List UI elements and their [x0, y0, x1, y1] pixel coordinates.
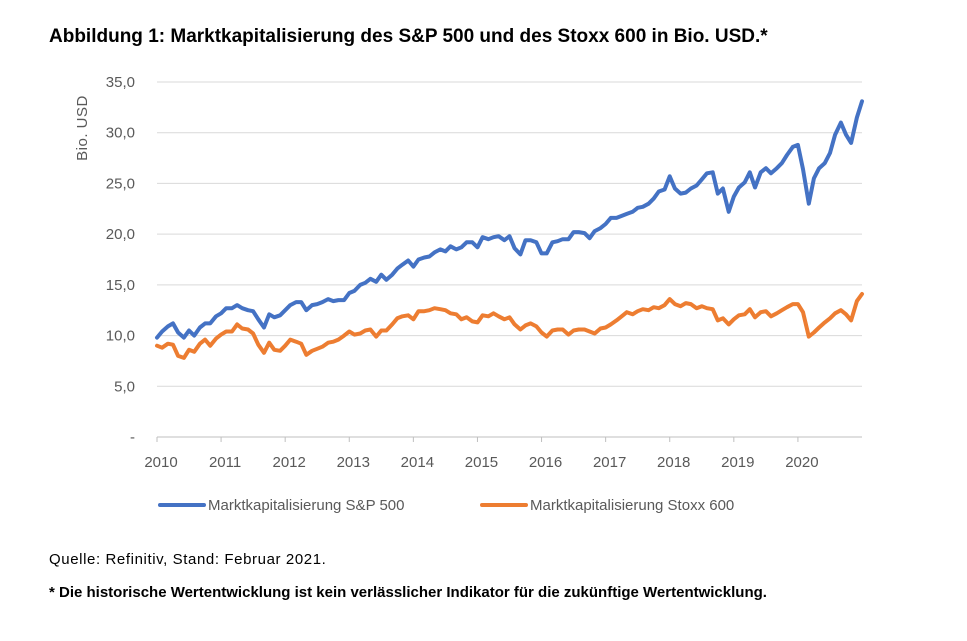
legend-label: Marktkapitalisierung S&P 500 — [208, 497, 405, 514]
series-lines — [155, 99, 864, 360]
x-tick-label: 2016 — [529, 454, 562, 471]
y-tick-label: 5,0 — [114, 378, 135, 395]
x-tick-label: 2011 — [209, 454, 241, 471]
y-axis-label: Bio. USD — [74, 95, 91, 161]
y-tick-label: - — [130, 429, 135, 446]
series-line-sp500 — [155, 99, 864, 340]
legend: Marktkapitalisierung S&P 500 Marktkapital… — [158, 497, 734, 514]
x-tick-label: 2020 — [785, 454, 818, 471]
legend-label: Marktkapitalisierung Stoxx 600 — [530, 497, 734, 514]
x-tick-label: 2013 — [337, 454, 370, 471]
y-tick-labels: - 5,0 10,0 15,0 20,0 25,0 30,0 35,0 — [106, 74, 135, 446]
chart: -5,010,015,020,025,030,035,0 2010 2011 201… — [74, 74, 864, 514]
x-tick-label: 2014 — [401, 454, 434, 471]
x-tick-label: 2012 — [272, 454, 305, 471]
x-tick-label: 2019 — [721, 454, 754, 471]
y-tick-label: 30,0 — [106, 125, 135, 142]
x-tick-label: 2015 — [465, 454, 498, 471]
gridlines — [157, 81, 862, 387]
x-tick-label: 2010 — [144, 454, 177, 471]
y-tick-label: 35,0 — [106, 74, 135, 91]
axes — [156, 436, 862, 442]
chart-title: Abbildung 1: Marktkapitalisierung des S&… — [49, 26, 768, 47]
series-line-stoxx600 — [155, 292, 864, 360]
y-tick-label: 20,0 — [106, 226, 135, 243]
x-tick-label: 2017 — [593, 454, 626, 471]
x-tick-label: 2018 — [657, 454, 690, 471]
disclaimer-note: * Die historische Wertentwicklung ist ke… — [49, 584, 767, 601]
source-note: Quelle: Refinitiv, Stand: Februar 2021. — [49, 551, 327, 568]
x-tick-labels: 2010 2011 2012 2013 2014 2015 2016 2017 2018 2019… — [144, 454, 818, 471]
y-tick-label: 15,0 — [106, 277, 135, 294]
y-tick-label: 25,0 — [106, 175, 135, 192]
y-tick-label: 10,0 — [106, 328, 135, 345]
